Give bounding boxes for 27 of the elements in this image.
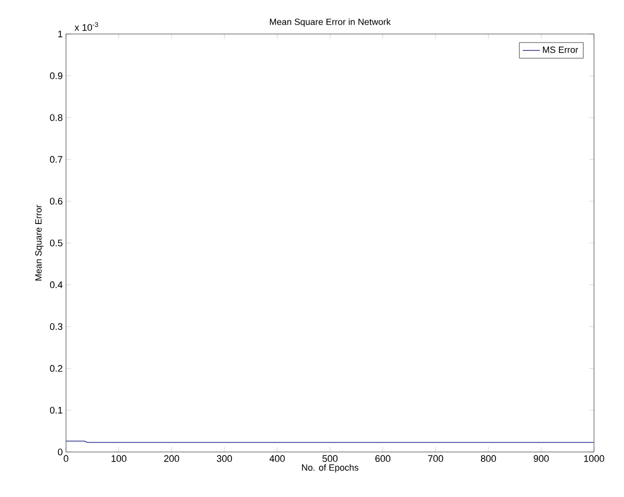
x-tick-label: 0 [64,455,68,462]
text: x 10$^{-3}$ [74,22,98,31]
x-tick-label: 600 [375,455,390,462]
x-tick-label: 800 [480,455,496,462]
x-tick-label: 1000 [584,455,604,462]
y-tick-label: 0.6 [50,198,62,205]
y-axis-title: Mean Square Error [35,204,44,281]
x-tick-label: 100 [112,455,126,462]
y-tick-label: 0.1 [50,406,62,414]
y-tick-label: 0.9 [50,72,62,80]
x-tick-label: 400 [270,455,285,462]
y-tick-label: 0.3 [50,323,62,330]
legend-label: MS Error [542,46,578,53]
y-tick-label: 0.2 [50,365,62,372]
x-tick-label: 300 [216,455,232,462]
x-axis-title: No. of Epochs [302,464,358,472]
y-tick-label: 0 [58,448,62,456]
y-tick-label: 0.4 [50,281,63,288]
x-tick-label: 900 [534,455,549,462]
y-tick-label: 0.5 [50,240,62,246]
x-tick-label: 500 [322,455,338,462]
chart-title: Mean Square Error in Network [270,18,391,27]
y-tick-label: 0.7 [50,156,62,163]
x-tick-label: 200 [164,455,180,462]
x-tick-label: 700 [428,455,444,462]
y-tick-label: 0.8 [50,114,62,121]
y-tick-label: 1 [58,30,62,38]
